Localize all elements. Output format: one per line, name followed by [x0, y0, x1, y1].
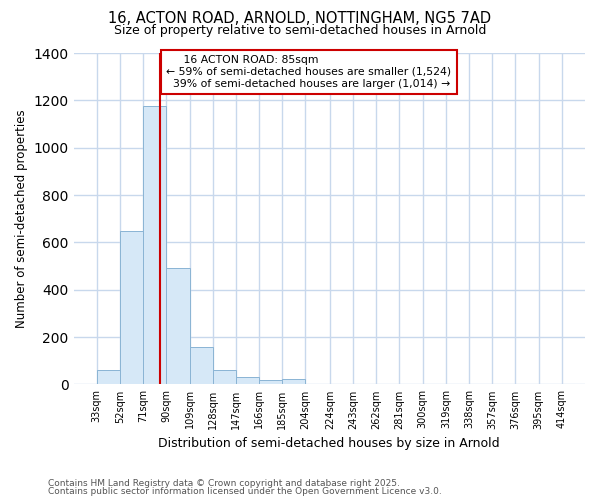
- Bar: [190, 346, 212, 385]
- Bar: [97, 370, 120, 384]
- Bar: [120, 231, 143, 384]
- Bar: [236, 378, 259, 384]
- Bar: [143, 106, 166, 384]
- Text: 16, ACTON ROAD, ARNOLD, NOTTINGHAM, NG5 7AD: 16, ACTON ROAD, ARNOLD, NOTTINGHAM, NG5 …: [109, 11, 491, 26]
- Text: Contains public sector information licensed under the Open Government Licence v3: Contains public sector information licen…: [48, 487, 442, 496]
- Bar: [212, 370, 236, 384]
- Bar: [166, 268, 190, 384]
- Bar: [259, 380, 282, 384]
- Y-axis label: Number of semi-detached properties: Number of semi-detached properties: [15, 110, 28, 328]
- Text: Contains HM Land Registry data © Crown copyright and database right 2025.: Contains HM Land Registry data © Crown c…: [48, 478, 400, 488]
- Text: 16 ACTON ROAD: 85sqm
← 59% of semi-detached houses are smaller (1,524)
  39% of : 16 ACTON ROAD: 85sqm ← 59% of semi-detac…: [166, 56, 451, 88]
- Text: Size of property relative to semi-detached houses in Arnold: Size of property relative to semi-detach…: [114, 24, 486, 37]
- Bar: [282, 378, 305, 384]
- X-axis label: Distribution of semi-detached houses by size in Arnold: Distribution of semi-detached houses by …: [158, 437, 500, 450]
